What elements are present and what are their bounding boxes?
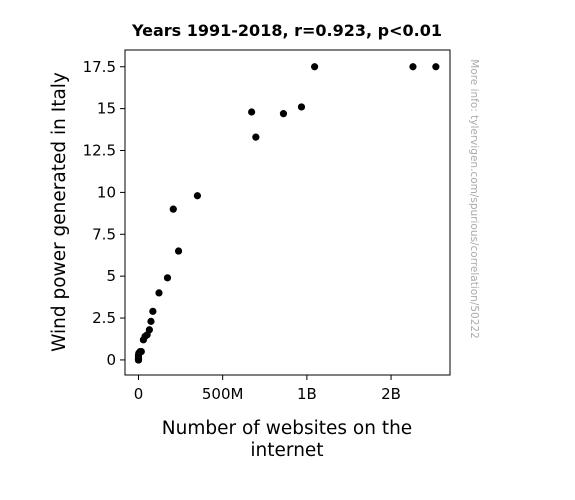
y-tick-label: 7.5 (92, 225, 116, 243)
plot-area: 0 500M 1B 2B 0 2.5 5 7.5 10 12.5 15 17.5 (83, 49, 451, 403)
data-point (163, 274, 172, 282)
data-point (193, 192, 202, 200)
y-tick-label: 17.5 (83, 58, 116, 76)
chart-title: Years 1991-2018, r=0.923, p<0.01 (131, 21, 442, 40)
plot-frame (124, 49, 451, 376)
y-tick-label: 15 (97, 100, 116, 118)
x-tick-label: 2B (381, 385, 401, 403)
data-point (149, 307, 157, 315)
y-axis-label: Wind power generated in Italy (49, 72, 70, 352)
data-point (145, 326, 153, 334)
data-point (297, 103, 306, 111)
data-point (432, 63, 440, 71)
x-tick-label: 500M (202, 385, 244, 403)
data-point (279, 110, 288, 118)
y-tick-label: 5 (106, 267, 116, 285)
data-point (169, 205, 177, 213)
data-point (174, 247, 183, 255)
data-point (252, 133, 260, 141)
y-tick-label: 10 (97, 183, 116, 201)
data-point (409, 63, 417, 71)
source-credit: More info: tylervigen.com/spurious/corre… (468, 59, 480, 339)
data-point (147, 317, 155, 325)
x-tick-label: 0 (134, 385, 144, 403)
y-tick-label: 12.5 (83, 142, 116, 160)
data-point (311, 63, 319, 71)
x-tick-label: 1B (297, 385, 317, 403)
x-axis-label-line-2: internet (250, 440, 323, 461)
data-point (248, 108, 256, 116)
data-point (155, 289, 163, 297)
y-tick-label: 2.5 (92, 309, 116, 327)
data-point (137, 347, 145, 356)
y-tick-label: 0 (106, 351, 116, 369)
x-axis-label-line-1: Number of websites on the (162, 418, 412, 439)
